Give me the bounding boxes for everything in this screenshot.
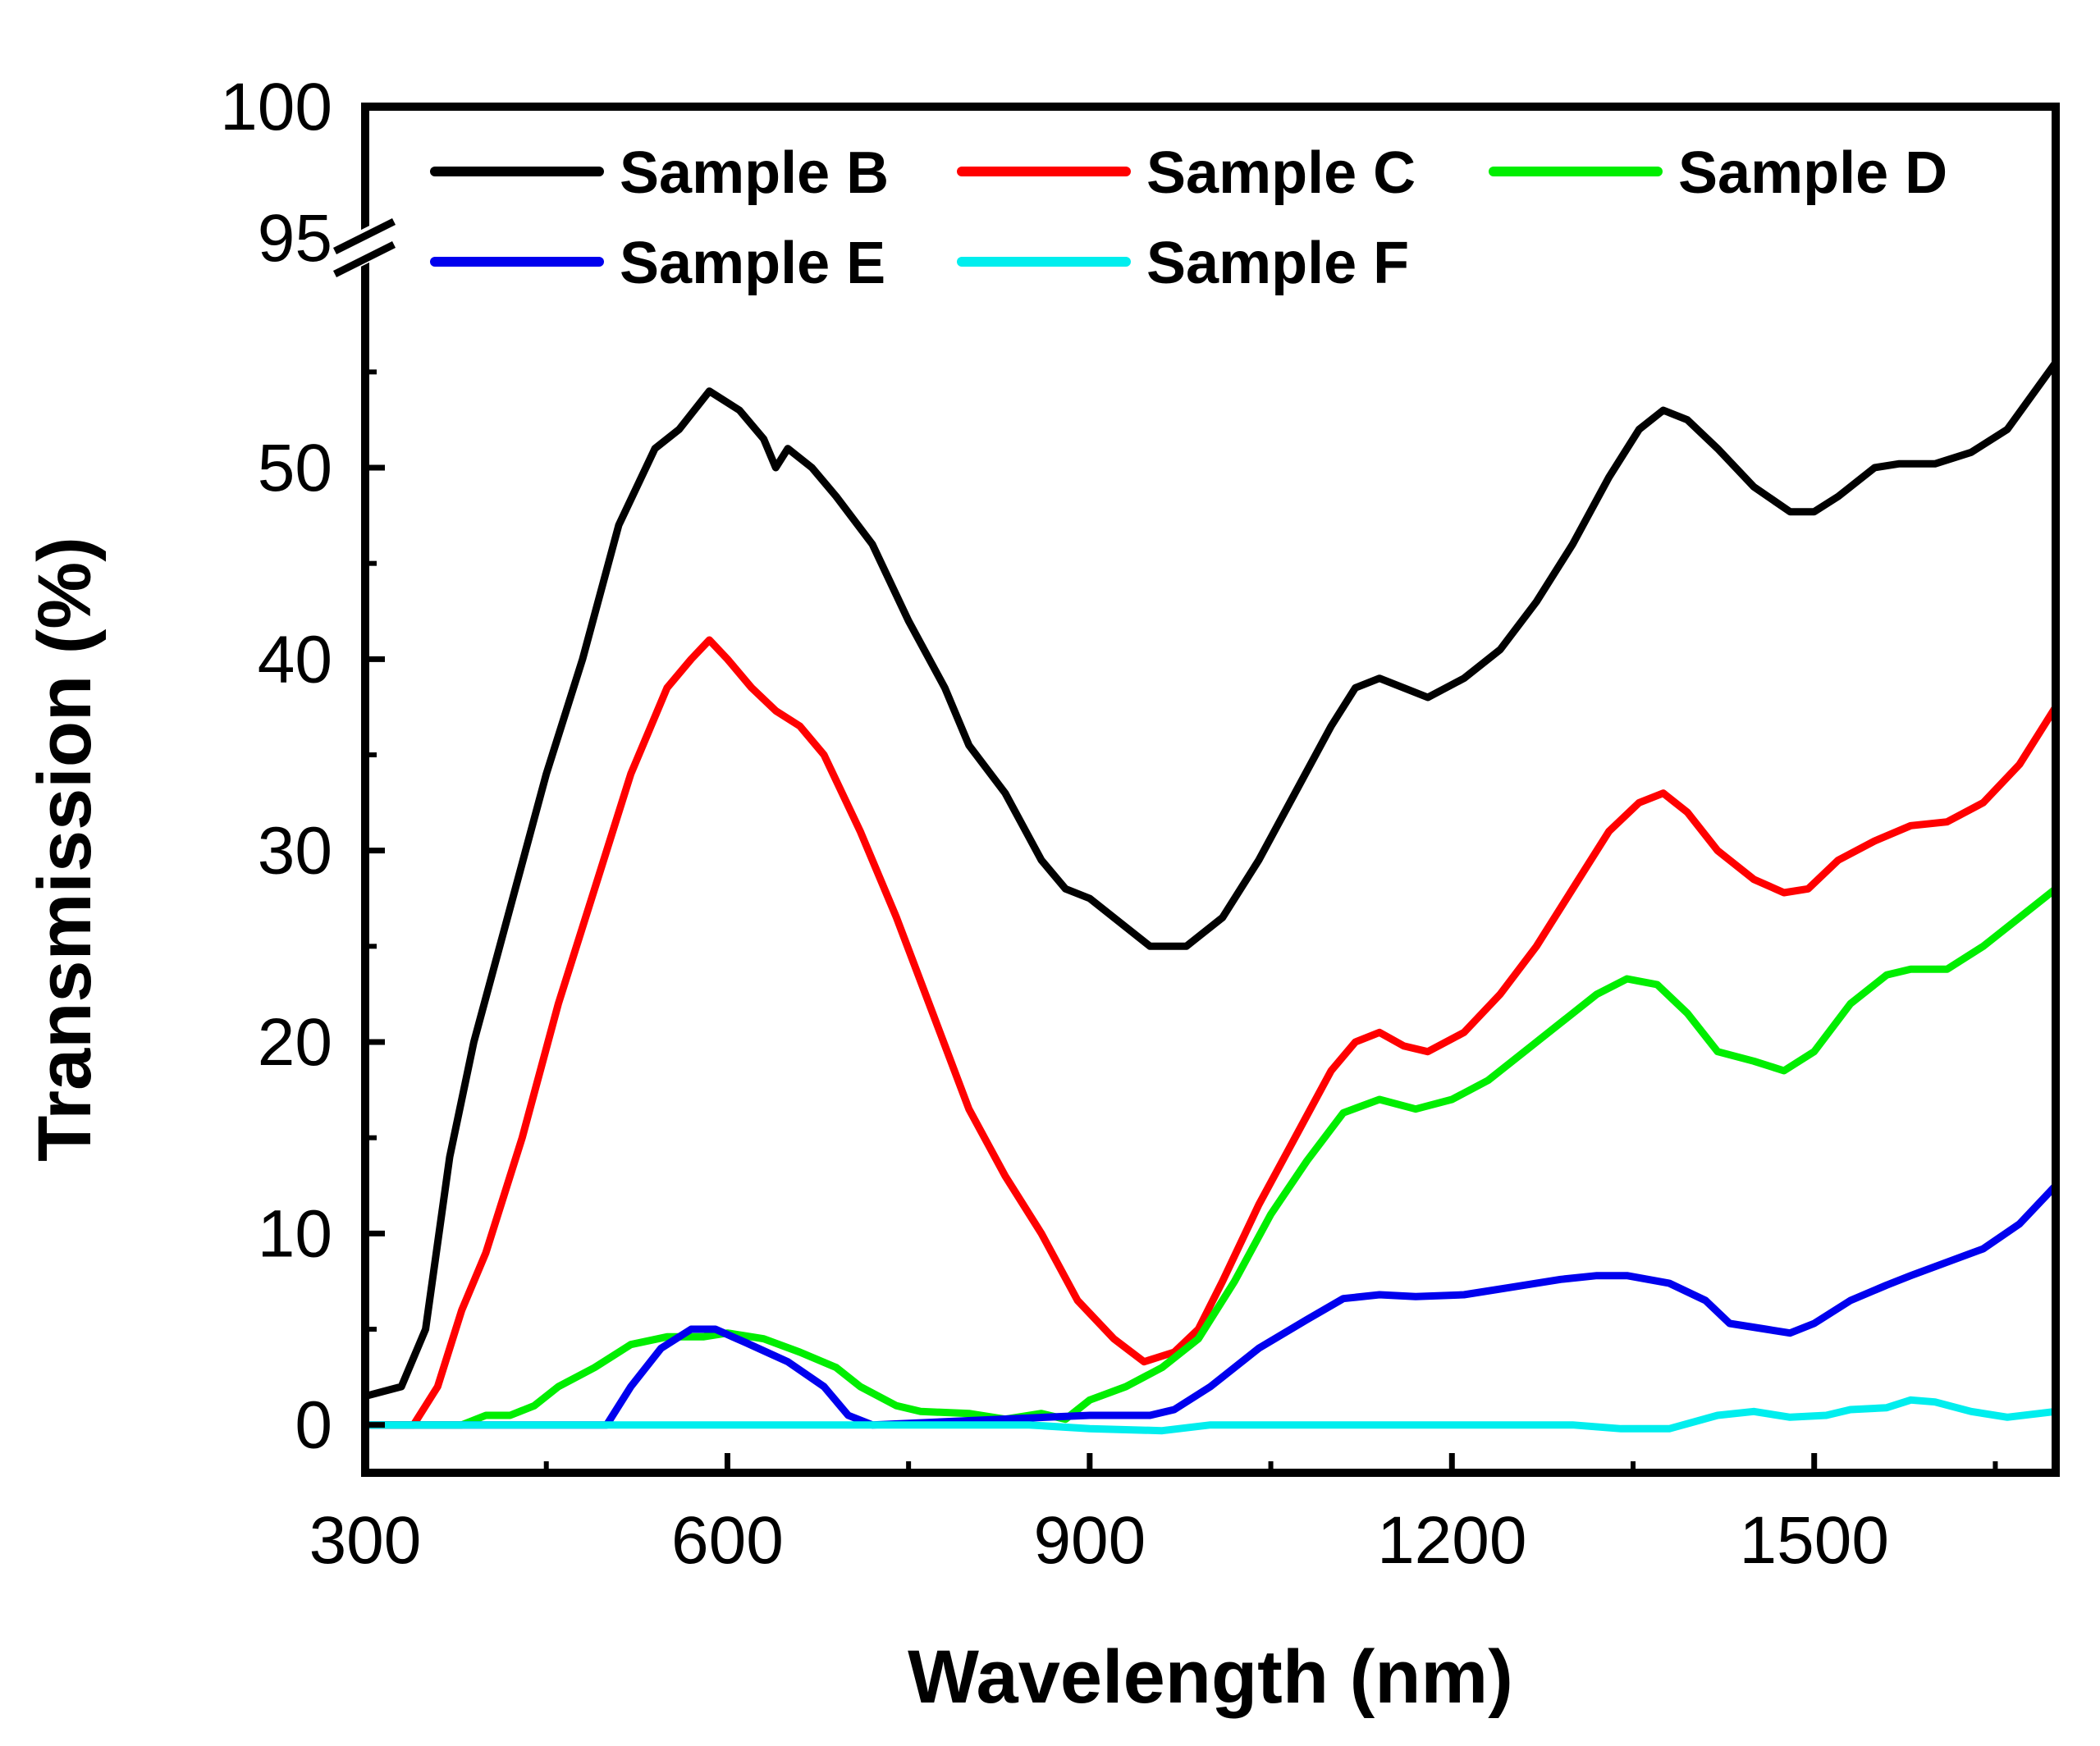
x-axis-title: Wavelength (nm) [908,1635,1513,1719]
series-line-sample-f [361,1396,2060,1435]
x-tick-label: 600 [671,1503,784,1578]
legend: Sample B Sample C Sample D Sample E Sample F [430,140,1947,296]
x-tick-label: 1200 [1377,1503,1526,1578]
x-tick-label: 1500 [1740,1503,1889,1578]
legend-label-sample-b: Sample B [620,140,889,206]
x-tick-label: 300 [309,1503,422,1578]
y-tick-label: 95 [258,201,332,276]
series-line-sample-c [361,636,2060,1429]
axis-ticks [362,103,1998,1473]
y-tick-label: 10 [258,1196,332,1271]
y-tick-label: 0 [295,1388,332,1463]
y-tick-label: 30 [258,814,332,889]
series-line-sample-e [361,1182,2060,1429]
y-tick-label: 20 [258,1005,332,1080]
legend-label-sample-f: Sample F [1146,231,1409,296]
axis-break-marker [325,215,405,278]
axis-tick-labels: 300 600 900 1200 1500 0 10 20 30 40 50 95 100 [220,70,1889,1578]
series-line-sample-b [361,359,2060,1401]
series-line-sample-d [361,884,2060,1429]
legend-label-sample-c: Sample C [1146,140,1416,206]
y-tick-label: 40 [258,622,332,697]
legend-label-sample-d: Sample D [1678,140,1947,206]
y-tick-label: 100 [220,70,332,144]
series-lines [361,359,2060,1435]
plot-frame [361,103,2060,1477]
legend-label-sample-e: Sample E [620,231,885,296]
x-tick-label: 900 [1033,1503,1146,1578]
y-axis-title: Transmission (%) [23,537,107,1162]
y-tick-label: 50 [258,431,332,505]
